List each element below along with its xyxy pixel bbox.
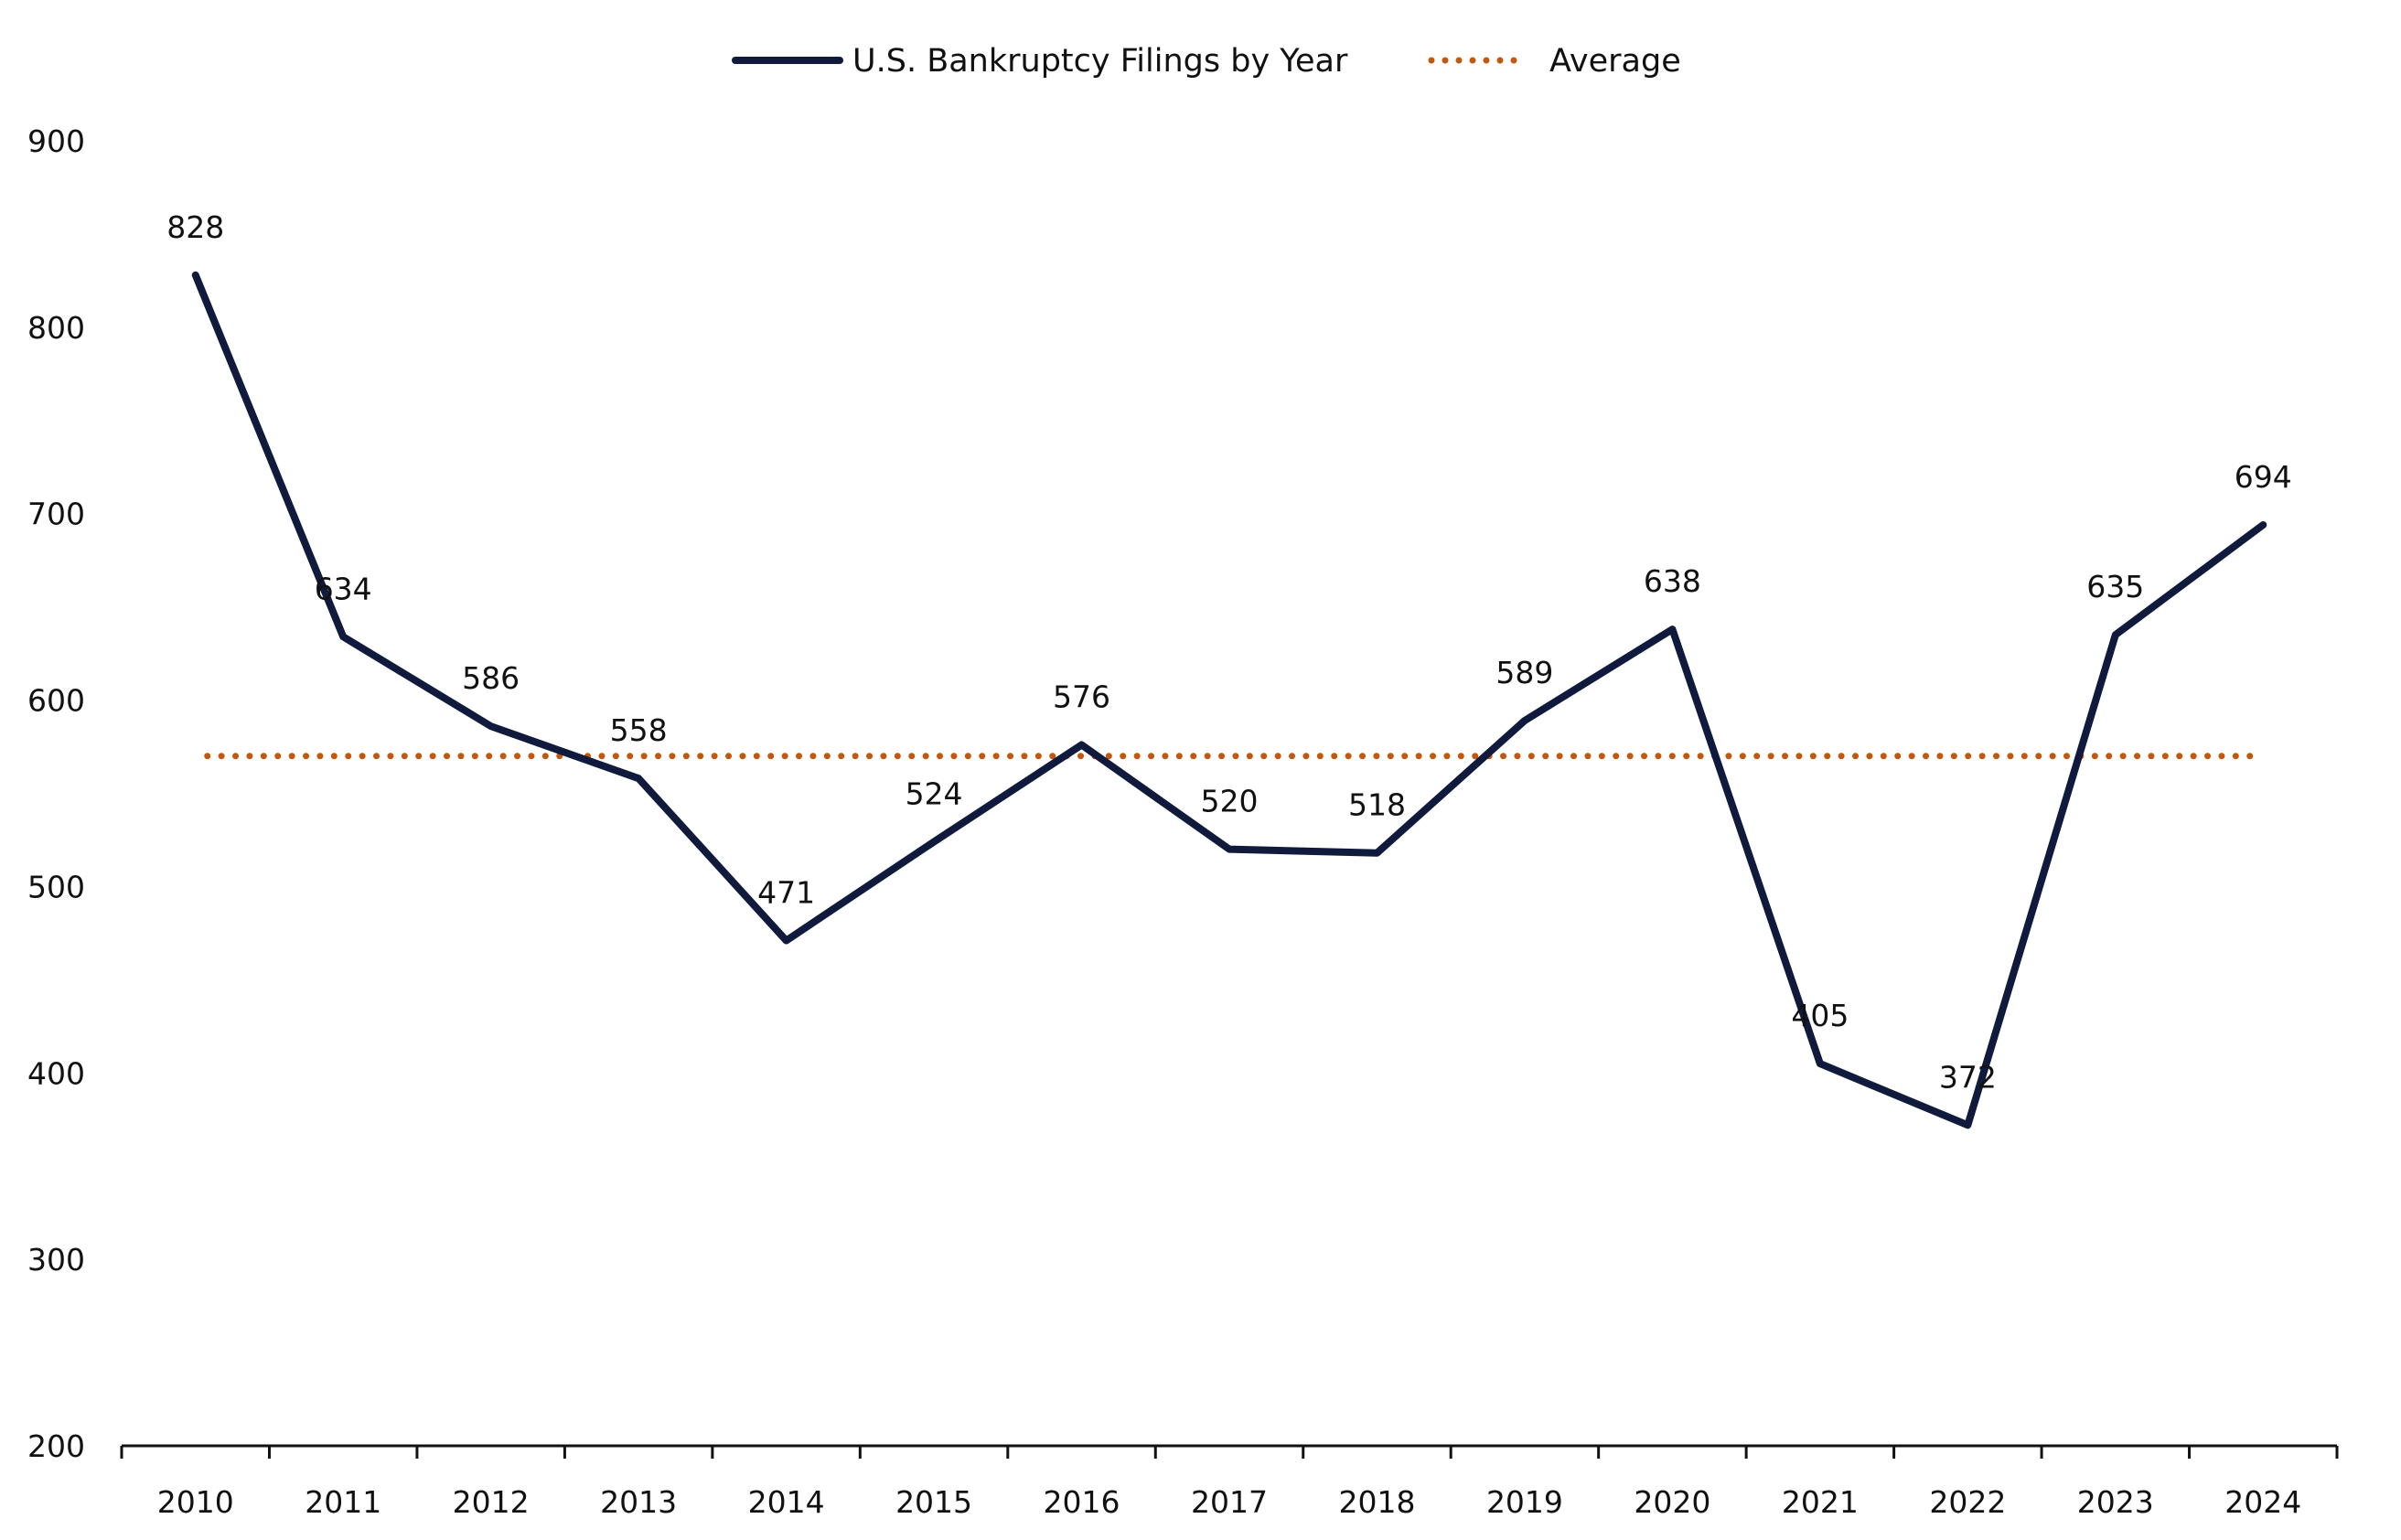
data-label: 828	[166, 209, 224, 245]
y-tick-label: 400	[27, 1055, 85, 1091]
x-axis: 2010 2011 2012 2013 2014 2015 2016 2017 2018 2019…	[120, 1444, 2339, 1520]
data-point	[342, 636, 345, 638]
x-tick-label: 2011	[305, 1484, 381, 1520]
data-point	[1080, 743, 1083, 746]
x-tick-label: 2016	[1044, 1484, 1120, 1520]
data-point	[489, 725, 492, 728]
data-point	[1967, 1124, 1969, 1127]
x-tick-label: 2014	[748, 1484, 825, 1520]
x-tick-label: 2012	[453, 1484, 530, 1520]
data-label: 520	[1201, 784, 1259, 819]
y-axis: 200 300 400 500 600 700 800 900	[27, 123, 85, 1464]
data-label: 524	[906, 776, 963, 812]
data-label: 638	[1644, 563, 1701, 599]
y-tick-label: 200	[27, 1428, 85, 1464]
y-tick-label: 500	[27, 869, 85, 904]
data-label: 372	[1939, 1059, 1997, 1095]
data-point	[785, 939, 788, 942]
x-tick-label: 2017	[1191, 1484, 1268, 1520]
data-point	[2114, 634, 2117, 636]
x-tick-label: 2020	[1634, 1484, 1710, 1520]
data-label: 471	[757, 875, 815, 911]
x-tick-label: 2010	[157, 1484, 234, 1520]
x-tick-label: 2013	[600, 1484, 677, 1520]
data-label: 586	[462, 660, 520, 696]
x-tick-label: 2015	[895, 1484, 972, 1520]
legend-label-average: Average	[1549, 43, 1681, 80]
legend-label-filings: U.S. Bankruptcy Filings by Year	[852, 43, 1348, 80]
data-point	[1376, 851, 1378, 854]
data-point	[1523, 719, 1526, 722]
data-label: 635	[2086, 569, 2144, 604]
data-point	[638, 777, 640, 780]
x-tick-label: 2024	[2224, 1484, 2301, 1520]
data-point	[933, 840, 936, 843]
y-tick-label: 900	[27, 123, 85, 159]
y-tick-label: 600	[27, 683, 85, 719]
data-label: 576	[1053, 679, 1110, 714]
y-tick-label: 800	[27, 310, 85, 346]
data-label: 405	[1791, 998, 1849, 1033]
data-point	[1671, 628, 1674, 631]
data-labels-layer: 828 634 586 558 471 524 576 520 518 589 638 405 372 6…	[166, 209, 2292, 1096]
data-point	[194, 273, 197, 276]
data-label: 558	[610, 712, 668, 748]
data-point	[2262, 523, 2265, 526]
legend: U.S. Bankruptcy Filings by Year Average	[732, 43, 1681, 80]
data-label: 518	[1348, 787, 1406, 823]
x-tick-label: 2019	[1486, 1484, 1563, 1520]
x-tick-label: 2018	[1338, 1484, 1415, 1520]
x-tick-label: 2023	[2077, 1484, 2154, 1520]
series-line-layer	[191, 271, 2267, 1129]
y-tick-label: 300	[27, 1242, 85, 1278]
data-point	[1818, 1063, 1821, 1065]
data-label: 589	[1495, 655, 1553, 690]
data-label: 694	[2235, 459, 2292, 495]
series-line-filings	[191, 271, 2267, 1129]
data-label: 634	[315, 571, 372, 606]
x-tick-label: 2021	[1782, 1484, 1859, 1520]
data-point	[1228, 848, 1230, 850]
y-tick-label: 700	[27, 497, 85, 532]
x-tick-label: 2022	[1929, 1484, 2006, 1520]
